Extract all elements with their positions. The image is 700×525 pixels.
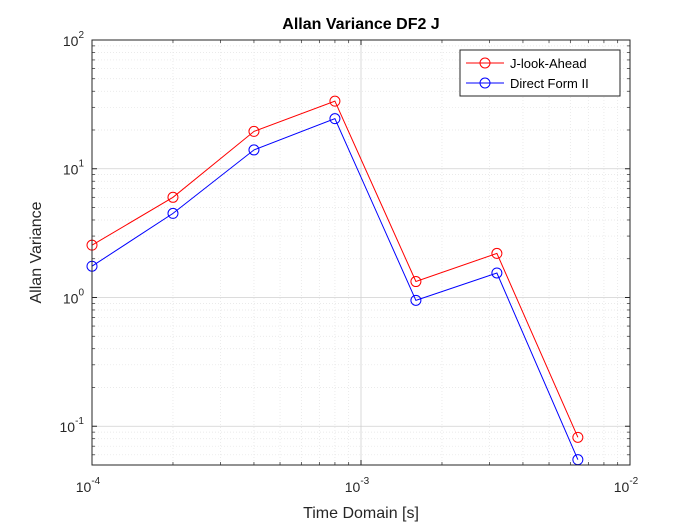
legend-label: Direct Form II [510,76,589,91]
x-tick-label: 10-2 [614,476,639,495]
legend-box [459,49,621,97]
x-tick-base: 10 [614,479,630,495]
y-tick-exponent: 0 [78,287,84,298]
ticks-layer [91,39,631,465]
y-tick-exponent: 2 [78,30,84,41]
series-2 [86,113,584,466]
y-tick-exponent: 1 [78,159,84,170]
data-point [410,294,422,306]
y-axis-label: Allan Variance [28,201,45,303]
data-point [491,267,503,279]
y-tick-label: 101 [63,159,85,178]
data-point [572,431,584,443]
x-tick-base: 10 [76,479,92,495]
legend: J-look-Ahead Direct Form II [459,49,621,97]
x-tick-exponent: -2 [629,476,638,487]
data-point [248,144,260,156]
chart-title: Allan Variance DF2 J [282,16,439,33]
series-line [91,117,579,460]
series-line [91,100,579,438]
legend-item: J-look-Ahead [466,56,587,71]
x-axis-label: Time Domain [s] [303,505,419,522]
y-tick-exponent: -1 [75,416,84,427]
data-point [248,125,260,137]
legend-marker [479,77,491,89]
x-tick-base: 10 [345,479,361,495]
x-tick-label: 10-3 [345,476,370,495]
y-tick-label: 10-1 [60,416,85,435]
legend-label: J-look-Ahead [510,56,587,71]
y-tick-label: 100 [63,287,85,306]
data-point [329,113,341,125]
data-point [167,191,179,203]
y-tick-base: 10 [63,33,79,49]
legend-marker [479,57,491,69]
data-point [491,247,503,259]
y-tick-label: 102 [63,30,85,49]
y-tick-base: 10 [63,162,79,178]
y-tick-base: 10 [60,419,76,435]
legend-item: Direct Form II [466,76,589,91]
x-tick-label: 10-4 [76,476,101,495]
y-tick-base: 10 [63,290,79,306]
data-point [167,207,179,219]
major-grid [92,40,630,465]
data-point [329,95,341,107]
data-point [410,276,422,288]
x-tick-exponent: -4 [91,476,100,487]
x-tick-exponent: -3 [360,476,369,487]
